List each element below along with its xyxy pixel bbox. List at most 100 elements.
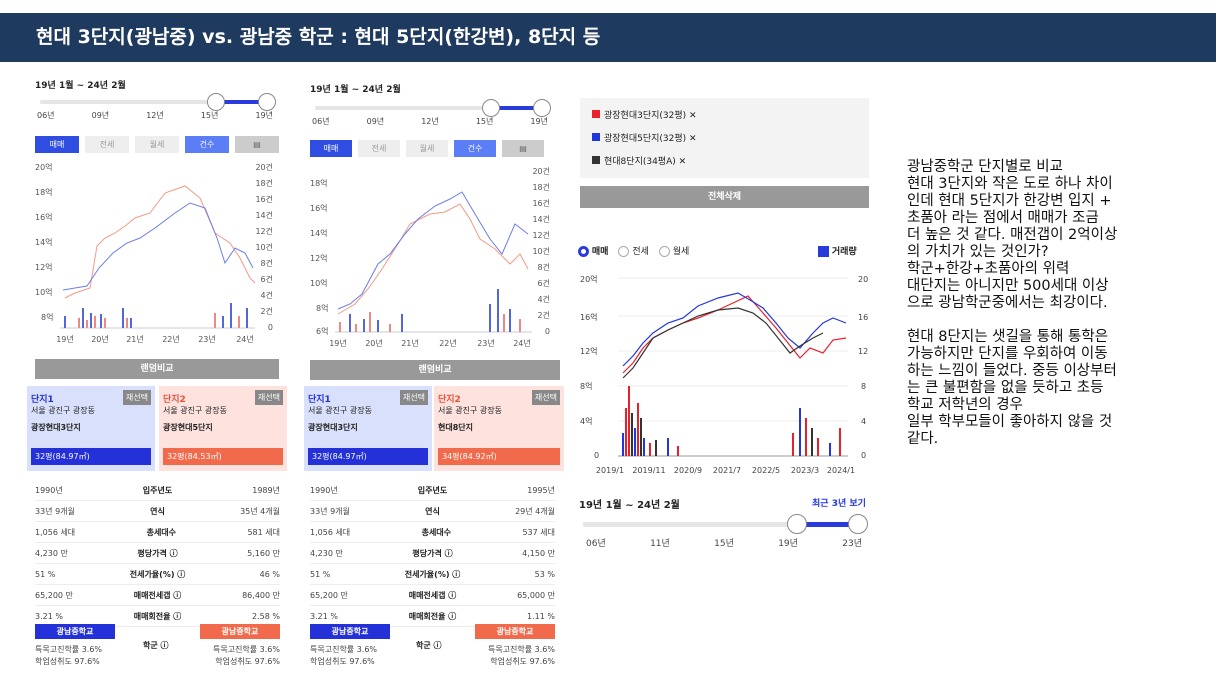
legend-item[interactable]: 현대8단지(34평A) ✕: [592, 152, 857, 175]
stat-left: 65,200 만: [310, 591, 348, 600]
tab-sale[interactable]: 매매: [35, 136, 79, 153]
tick-label: 09년: [366, 117, 385, 126]
y2-axis-label: 0: [545, 327, 550, 336]
x-axis-label: 24년: [236, 334, 254, 344]
reselect-button[interactable]: 재선택: [122, 390, 151, 405]
legend-item[interactable]: 광장현대5단지(32평) ✕: [592, 129, 857, 152]
reselect-button[interactable]: 재선택: [399, 390, 428, 405]
x-axis-label: 20년: [365, 338, 383, 348]
x-axis-label: 19년: [56, 334, 74, 344]
y2-axis-label: 20: [858, 275, 868, 284]
tick-label: 06년: [312, 117, 330, 126]
tick-label: 09년: [91, 111, 110, 120]
note-line: 학군+한강+초품아의 위력: [907, 261, 1070, 277]
tick-label: 19년: [255, 111, 273, 120]
slider-start-handle[interactable]: [787, 514, 807, 534]
school-b-badge: 광남중학교: [200, 624, 280, 639]
complex1-selector[interactable]: 단지1 재선택 서울 광진구 광장동 광장현대3단지 32평(84.97㎡): [27, 386, 155, 471]
tab-jeonse[interactable]: 전세: [358, 140, 400, 157]
school-a-line2: 학업성취도 97.6%: [35, 657, 100, 666]
reselect-button[interactable]: 재선택: [254, 390, 283, 405]
legend-box: 광장현대3단지(32평) ✕ 광장현대5단지(32평) ✕ 현대8단지(34평A…: [580, 98, 869, 178]
complex2-selector[interactable]: 단지2 재선택 서울 광진구 광장동 현대8단지 34평(84.92㎡): [434, 386, 564, 471]
y-axis-label: 12억: [310, 253, 328, 263]
tab-sale[interactable]: 매매: [310, 140, 352, 157]
complex1-size-select[interactable]: 32평(84.97㎡): [31, 448, 151, 465]
school-info: 광남중학교 광남중학교 학군 ⓘ 특목고진학률 3.6% 학업성취도 97.6%…: [310, 624, 555, 670]
x-axis-label: 22년: [439, 338, 457, 348]
stat-label: 매매전세갭 ⓘ: [133, 591, 182, 600]
recent-3y-link[interactable]: 최근 3년 보기: [812, 499, 866, 509]
stats-table: 1990년 입주년도 1995년 33년 9개월 연식 29년 4개월 1,056 세대…: [310, 480, 555, 627]
x-axis-label: 2023/3: [791, 466, 819, 475]
y2-axis-label: 4건: [261, 290, 273, 300]
y-axis-label: 8억: [316, 303, 328, 313]
slider-end-handle[interactable]: [848, 514, 868, 534]
tab-jeonse[interactable]: 전세: [85, 136, 129, 153]
school-label: 학군 ⓘ: [143, 641, 169, 650]
slider-ticks: 06년 11년 15년 19년 23년: [586, 536, 862, 549]
slider-start-handle[interactable]: [482, 99, 500, 117]
period-slider[interactable]: [583, 522, 856, 527]
stat-row: 33년 9개월 연식 35년 4개월: [35, 501, 280, 522]
legend-item[interactable]: 광장현대3단지(32평) ✕: [592, 106, 857, 129]
radio-sale[interactable]: 매매: [578, 244, 608, 257]
volume-bars: [64, 303, 248, 328]
stat-right: 1995년: [527, 486, 555, 495]
rank-compare-button[interactable]: 랜덤비교: [35, 359, 279, 379]
y2-axis-label: 2건: [538, 310, 550, 320]
school-b-badge: 광남중학교: [475, 624, 555, 639]
period-slider[interactable]: [315, 106, 547, 110]
y2-axis-label: 20건: [532, 166, 550, 176]
tab-count[interactable]: 건수: [454, 140, 496, 157]
stat-right: 2.58 %: [252, 612, 280, 621]
volume-toggle[interactable]: 거래량: [818, 244, 857, 257]
tab-monthly[interactable]: 월세: [135, 136, 179, 153]
tick-label: 12년: [421, 117, 439, 126]
complex1-size-select[interactable]: 32평(84.97㎡): [308, 448, 428, 465]
stat-row: 1,056 세대 총세대수 537 세대: [310, 522, 555, 543]
stat-label: 총세대수: [421, 528, 452, 537]
price-chart-middle: 18억 16억 14억 12억 10억 8억 6억 20건 18건 16건 14…: [310, 166, 550, 348]
x-axis-label: 2020/9: [674, 466, 702, 475]
slider-end-handle[interactable]: [533, 99, 551, 117]
complex2-size-select[interactable]: 32평(84.53㎡): [163, 448, 283, 465]
middle-panel: 19년 1월 ~ 24년 2월 06년 09년 12년 15년 19년 매매 전세 월세…: [304, 82, 564, 678]
stat-right: 1.11 %: [527, 612, 555, 621]
commentary: 광남중학군 단지별로 비교 현대 3단지와 작은 도로 하나 차이 인데 현대 …: [907, 159, 1197, 465]
y2-axis-label: 10건: [255, 242, 273, 252]
grid-view-icon[interactable]: ▤: [235, 136, 279, 153]
rank-compare-button[interactable]: 랜덤비교: [310, 360, 560, 380]
stat-left: 51 %: [35, 570, 56, 579]
clear-all-button[interactable]: 전체삭제: [580, 186, 869, 208]
y-axis-label: 4억: [580, 416, 592, 426]
y-axis-label: 20억: [35, 162, 53, 172]
stat-left: 1,056 세대: [35, 528, 76, 537]
complex1-selector[interactable]: 단지1 재선택 서울 광진구 광장동 광장현대3단지 32평(84.97㎡): [304, 386, 432, 471]
radio-monthly[interactable]: 월세: [658, 244, 689, 257]
reselect-button[interactable]: 재선택: [531, 390, 560, 405]
complex2-size-select[interactable]: 34평(84.92㎡): [438, 448, 560, 465]
stat-row: 3.21 % 매매회전율 ⓘ 2.58 %: [35, 606, 280, 627]
tab-monthly[interactable]: 월세: [406, 140, 448, 157]
note-line: 같다.: [907, 431, 939, 447]
stat-left: 65,200 만: [35, 591, 73, 600]
period-slider[interactable]: [40, 100, 272, 104]
tab-count[interactable]: 건수: [185, 136, 229, 153]
stat-left: 3.21 %: [310, 612, 338, 621]
stat-row: 65,200 만 매매전세갭 ⓘ 65,000 만: [310, 585, 555, 606]
stat-label: 총세대수: [146, 528, 177, 537]
slider-start-handle[interactable]: [207, 93, 225, 111]
tick-label: 11년: [650, 539, 670, 549]
slider-end-handle[interactable]: [258, 93, 276, 111]
left-panel: 19년 1월 ~ 24년 2월 06년 09년 12년 15년 19년 매매 전세 월세…: [27, 78, 287, 678]
grid-view-icon[interactable]: ▤: [502, 140, 544, 157]
radio-jeonse[interactable]: 전세: [618, 244, 649, 257]
y-axis-label: 12억: [580, 346, 598, 356]
complex2-selector[interactable]: 단지2 재선택 서울 광진구 광장동 광장현대5단지 32평(84.53㎡): [159, 386, 287, 471]
note-line: 광남중학군 단지별로 비교: [907, 159, 1063, 175]
y-axis-label: 10억: [310, 278, 328, 288]
tick-label: 15년: [200, 111, 219, 120]
y2-axis-label: 20건: [255, 162, 273, 172]
complex2-address: 서울 광진구 광장동: [438, 406, 502, 415]
